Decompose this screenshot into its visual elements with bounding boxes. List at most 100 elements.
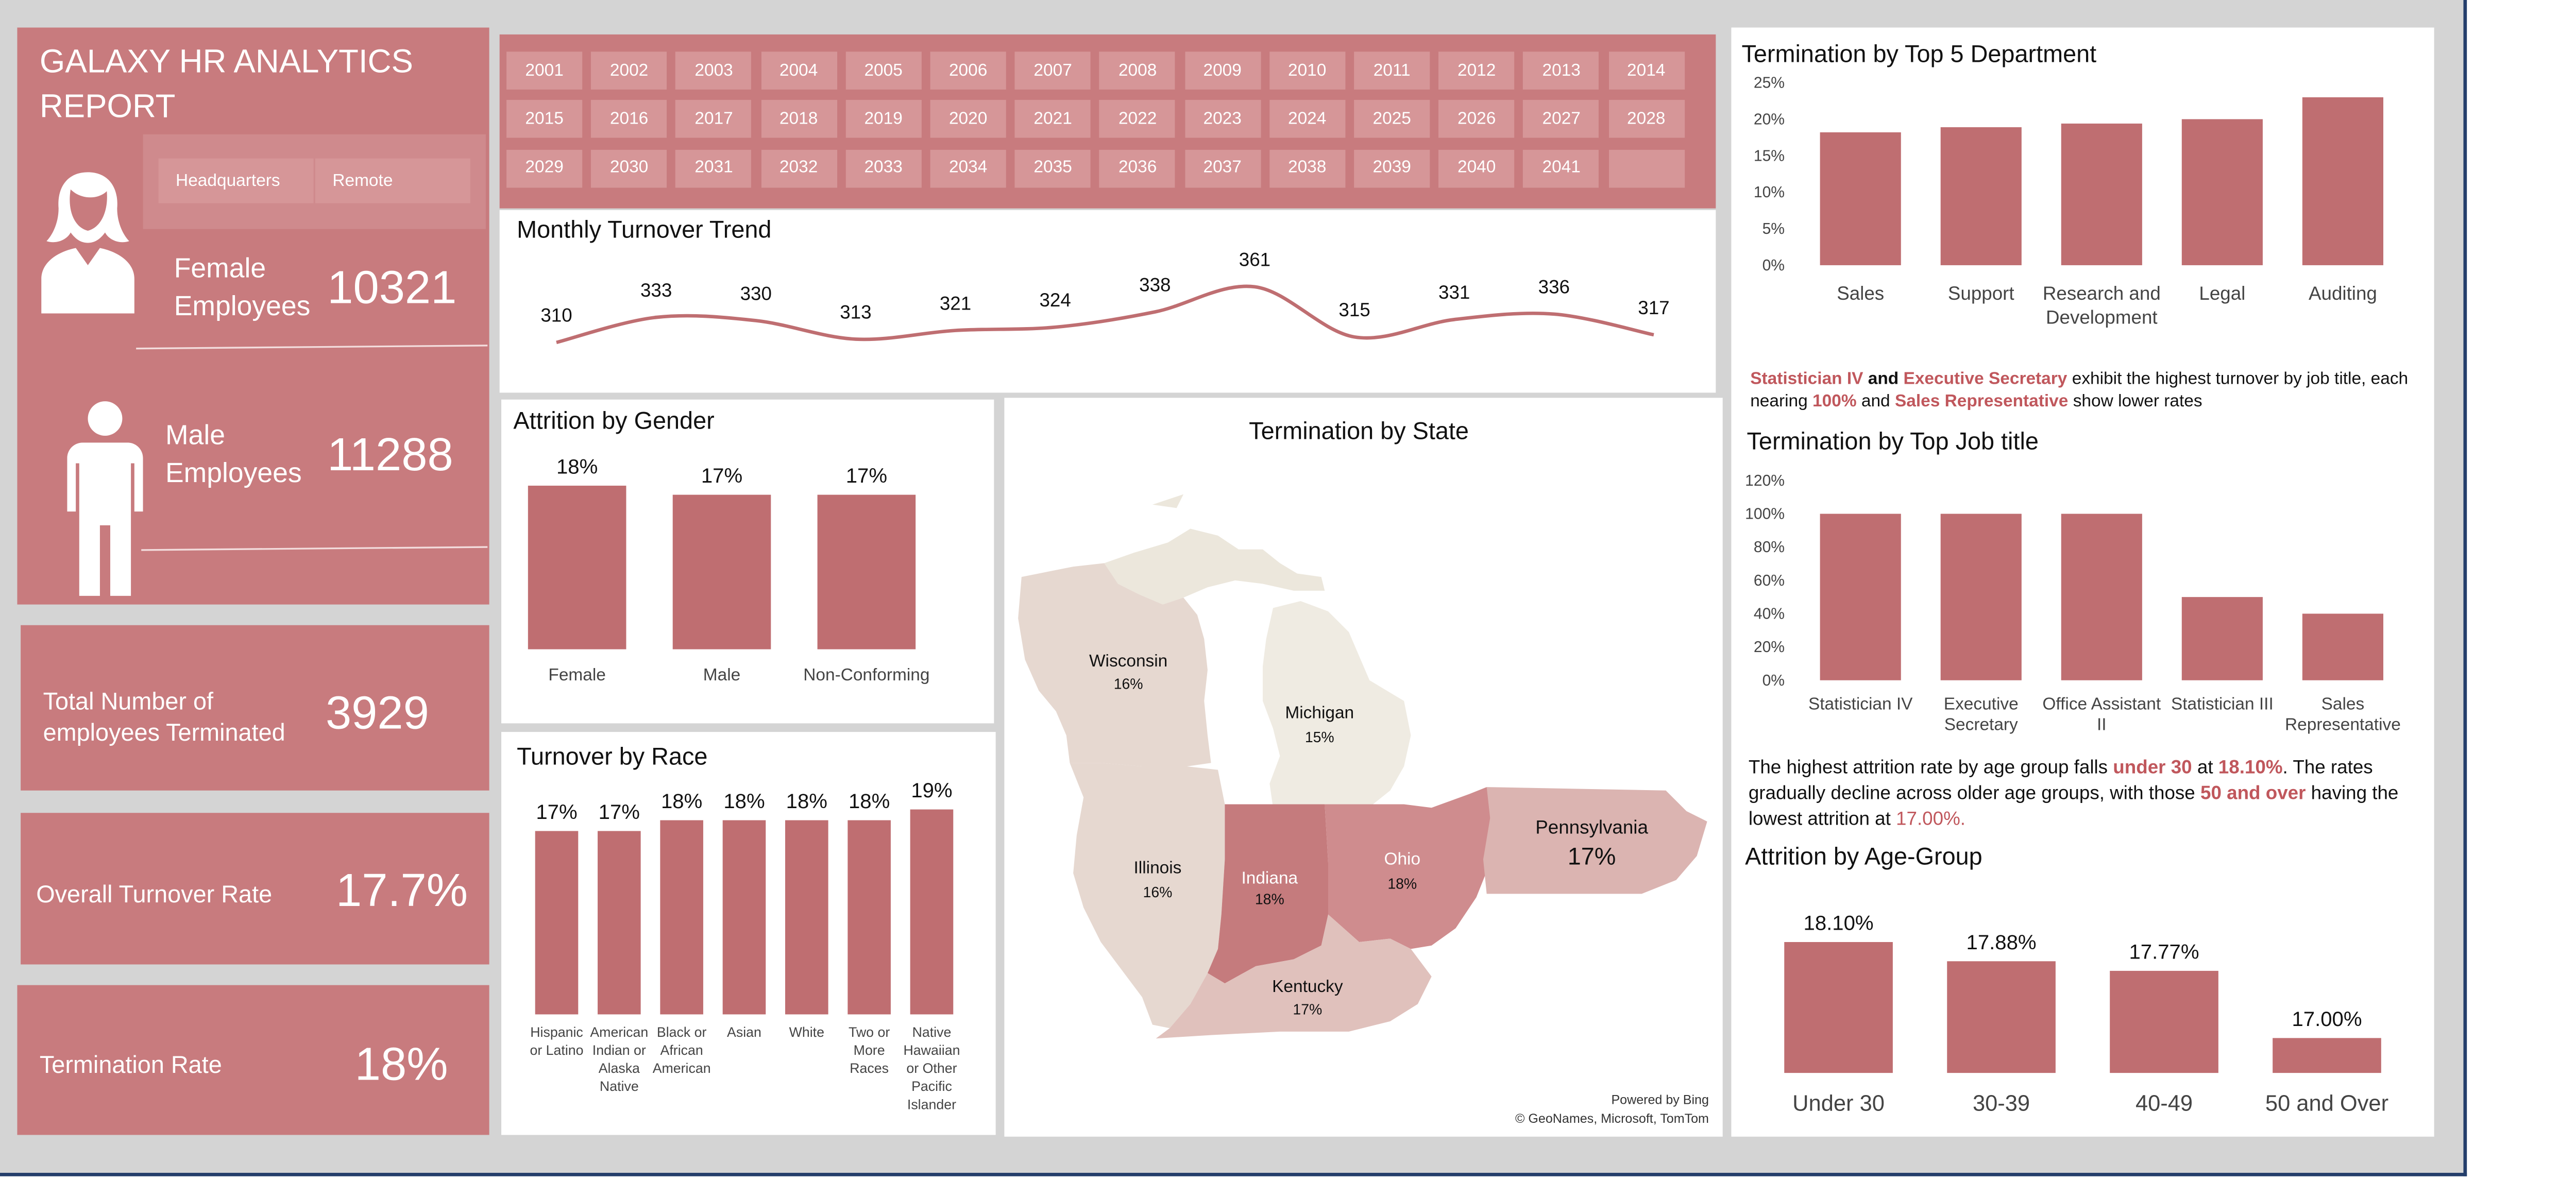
year-button-2018[interactable]: 2018 [760, 100, 837, 139]
year-button-2030[interactable]: 2030 [591, 149, 667, 187]
year-button-2010[interactable]: 2010 [1269, 52, 1345, 90]
jobtitle-y-tick: 20% [1754, 639, 1785, 656]
year-button-2014[interactable]: 2014 [1608, 52, 1684, 90]
year-button-2012[interactable]: 2012 [1438, 52, 1515, 90]
jobtitle-bar [2302, 613, 2384, 680]
year-button-2016[interactable]: 2016 [591, 100, 667, 139]
state-michigan-shape[interactable] [1262, 601, 1411, 808]
jobtitle-category-label: Statistician III [2171, 695, 2274, 714]
year-slicer: 2001 2002 2003 2004 2005 2006 2007 2008 2009 2010… [499, 34, 1716, 209]
year-button-2004[interactable]: 2004 [760, 52, 837, 90]
year-button-2011[interactable]: 2011 [1354, 52, 1430, 90]
year-button-blank[interactable] [1608, 149, 1684, 187]
year-button-2038[interactable]: 2038 [1269, 149, 1345, 187]
year-button-2020[interactable]: 2020 [930, 100, 1006, 139]
year-button-2006[interactable]: 2006 [930, 52, 1006, 90]
trend-data-label: 333 [640, 280, 672, 301]
note-text: exhibit the highest turnover by job titl… [1750, 370, 2409, 412]
remote-button[interactable]: Remote [315, 158, 470, 203]
note-highlight: 17.00%. [1896, 809, 1966, 830]
age-bar [1947, 961, 2056, 1073]
jobtitle-y-tick: 120% [1745, 472, 1785, 489]
trend-data-label: 324 [1039, 289, 1071, 311]
year-button-2037[interactable]: 2037 [1184, 149, 1261, 187]
race-data-label: 17% [536, 800, 577, 824]
gender-bar [817, 494, 916, 649]
map-credit-line1: Powered by Bing [1611, 1092, 1708, 1107]
race-data-label: 19% [911, 779, 952, 802]
year-button-2035[interactable]: 2035 [1015, 149, 1091, 187]
year-button-2039[interactable]: 2039 [1354, 149, 1430, 187]
department-y-tick: 25% [1754, 75, 1785, 92]
race-data-label: 18% [786, 790, 827, 813]
year-button-2019[interactable]: 2019 [845, 100, 922, 139]
year-button-2008[interactable]: 2008 [1099, 52, 1176, 90]
jobtitle-title: Termination by Top Job title [1747, 427, 2039, 455]
department-y-tick: 10% [1754, 184, 1785, 201]
state-wisconsin-shape[interactable] [1018, 563, 1211, 766]
jobtitle-insight-note: Statistician IV and Executive Secretary … [1750, 369, 2422, 414]
year-button-2040[interactable]: 2040 [1438, 149, 1515, 187]
age-data-label: 17.00% [2292, 1007, 2362, 1031]
year-button-2025[interactable]: 2025 [1354, 100, 1430, 139]
department-bar [1940, 127, 2022, 265]
year-button-2033[interactable]: 2033 [845, 149, 922, 187]
year-button-2036[interactable]: 2036 [1099, 149, 1176, 187]
state-illinois-shape[interactable] [1070, 763, 1225, 1029]
note-text: and [1863, 370, 1904, 389]
year-button-2028[interactable]: 2028 [1608, 100, 1684, 139]
department-title: Termination by Top 5 Department [1741, 39, 2097, 67]
department-category-label: Auditing [2309, 283, 2377, 304]
note-text: . The rates gradually decline across old… [1748, 758, 2373, 805]
year-button-2015[interactable]: 2015 [506, 100, 583, 139]
year-button-2023[interactable]: 2023 [1184, 100, 1261, 139]
year-button-2007[interactable]: 2007 [1015, 52, 1091, 90]
year-button-2032[interactable]: 2032 [760, 149, 837, 187]
department-category-label: Support [1948, 283, 2014, 304]
female-label-line1: Female [174, 254, 266, 284]
year-button-2002[interactable]: 2002 [591, 52, 667, 90]
year-button-2005[interactable]: 2005 [845, 52, 922, 90]
year-button-2017[interactable]: 2017 [676, 100, 752, 139]
map-credit-line2: © GeoNames, Microsoft, TomTom [1515, 1111, 1709, 1126]
year-button-2021[interactable]: 2021 [1015, 100, 1091, 139]
year-button-2009[interactable]: 2009 [1184, 52, 1261, 90]
state-map-title: Termination by State [1249, 417, 1469, 444]
year-button-2013[interactable]: 2013 [1523, 52, 1600, 90]
report-title-line2: REPORT [39, 89, 176, 126]
terminated-label: Total Number of employees Terminated [43, 686, 285, 747]
state-ohio-shape[interactable] [1325, 787, 1494, 949]
year-button-2001[interactable]: 2001 [506, 52, 583, 90]
year-button-2029[interactable]: 2029 [506, 149, 583, 187]
header-panel: GALAXY HR ANALYTICS REPORT Headquarters … [17, 27, 489, 605]
headquarters-button[interactable]: Headquarters [158, 158, 314, 203]
female-employees-label: Female Employees [174, 251, 311, 327]
year-button-2034[interactable]: 2034 [930, 149, 1006, 187]
year-button-2024[interactable]: 2024 [1269, 100, 1345, 139]
jobtitle-bar [1820, 514, 1901, 680]
trend-data-label: 317 [1638, 297, 1669, 318]
year-button-2003[interactable]: 2003 [676, 52, 752, 90]
male-label-line2: Employees [165, 459, 302, 489]
state-kentucky-shape[interactable] [1156, 914, 1432, 1039]
note-highlight: under 30 [2113, 758, 2192, 779]
race-category-label: Pacific [911, 1079, 952, 1094]
gender-chart: 18% Female 17% Male 17% Non-Conforming [528, 455, 929, 685]
gender-data-label: 17% [846, 464, 887, 487]
gender-category-label: Female [548, 665, 605, 685]
year-button-2026[interactable]: 2026 [1438, 100, 1515, 139]
trend-data-label: 361 [1239, 249, 1270, 270]
state-indiana-shape[interactable] [1207, 804, 1328, 984]
state-pennsylvania-shape[interactable] [1483, 787, 1707, 894]
year-button-2031[interactable]: 2031 [676, 149, 752, 187]
race-category-label: African [660, 1042, 703, 1058]
terminated-value: 3929 [325, 687, 429, 739]
state-label-pennsylvania: Pennsylvania [1535, 816, 1648, 837]
race-bar [598, 831, 641, 1015]
year-button-2041[interactable]: 2041 [1523, 149, 1600, 187]
terminated-label-line1: Total Number of [43, 687, 214, 715]
trend-data-label: 338 [1139, 274, 1171, 295]
year-button-2027[interactable]: 2027 [1523, 100, 1600, 139]
year-button-2022[interactable]: 2022 [1099, 100, 1176, 139]
